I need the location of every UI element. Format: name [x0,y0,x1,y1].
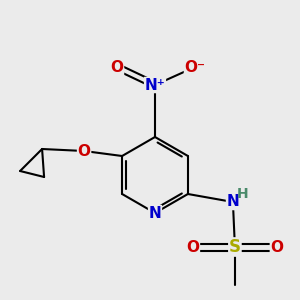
Text: H: H [237,187,249,201]
Text: O⁻: O⁻ [184,59,206,74]
Text: N⁺: N⁺ [145,77,165,92]
Text: O: O [186,239,200,254]
Text: O: O [270,239,284,254]
Text: O: O [78,143,91,158]
Text: S: S [229,238,241,256]
Text: O: O [110,59,124,74]
Text: N: N [226,194,239,209]
Text: N: N [148,206,161,220]
